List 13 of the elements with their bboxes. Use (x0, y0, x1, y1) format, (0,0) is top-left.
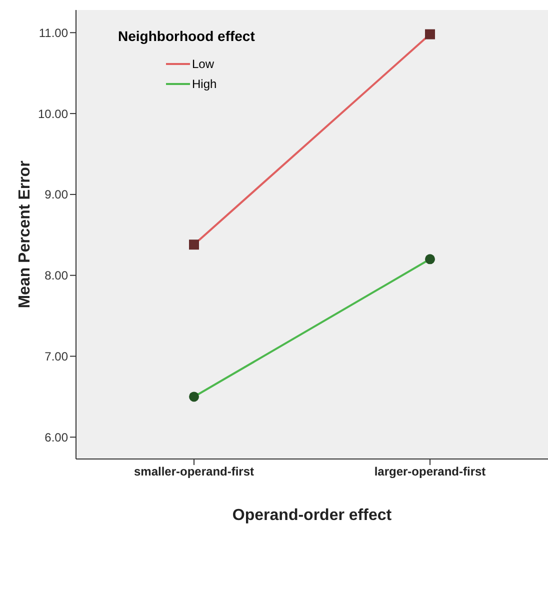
legend-label: Low (192, 57, 214, 71)
y-tick-label: 8.00 (44, 268, 68, 283)
legend-title: Neighborhood effect (118, 28, 255, 44)
legend-label: High (192, 77, 217, 91)
y-tick-label: 9.00 (44, 188, 68, 202)
y-tick-label: 10.00 (38, 106, 68, 121)
x-tick-label: smaller-operand-first (134, 464, 254, 479)
y-axis-title: Mean Percent Error (16, 160, 34, 308)
y-tick-label: 6.00 (44, 430, 68, 444)
x-axis-title: Operand-order effect (232, 507, 392, 524)
y-tick-label: 11.00 (38, 26, 68, 40)
y-tick-label: 7.00 (44, 350, 68, 364)
x-tick-label: larger-operand-first (374, 464, 486, 479)
